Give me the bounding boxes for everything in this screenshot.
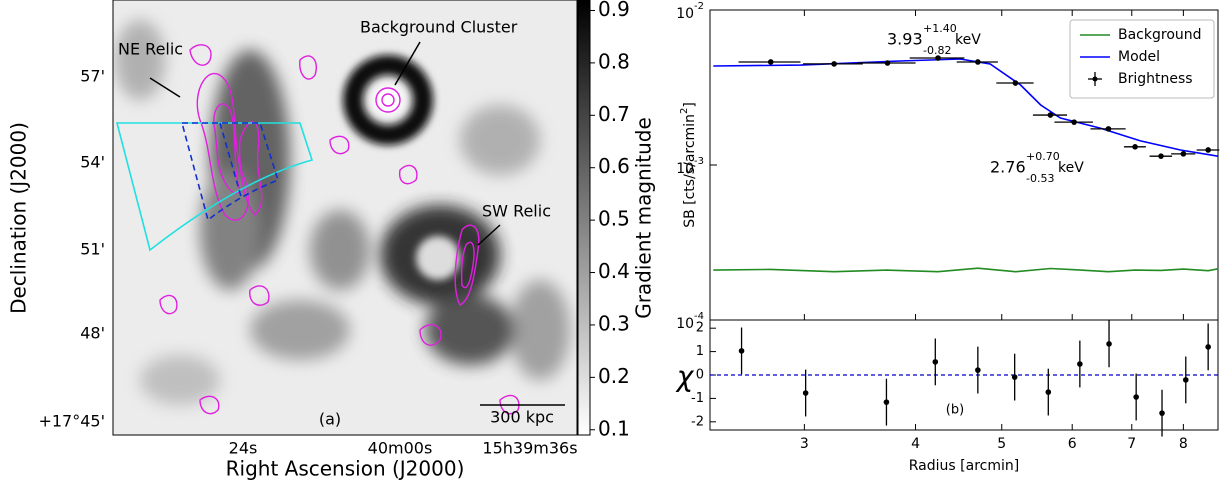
data-point [831, 61, 837, 67]
data-point [1012, 80, 1019, 86]
annotation: (a) [319, 410, 341, 429]
annotation: SW Relic [482, 202, 551, 221]
x-tick-label: 6 [1068, 436, 1077, 452]
y-axis-label: Declination (J2000) [7, 122, 31, 314]
y-tick-label: -2 [691, 414, 704, 429]
colorbar-tick-label: 0.3 [598, 311, 630, 335]
y-tick-label: 10-4 [676, 311, 704, 332]
data-point [738, 348, 745, 354]
x-axis-label: Right Ascension (J2000) [226, 457, 465, 481]
temperature-unit: keV [1058, 160, 1084, 176]
series-line [713, 267, 1219, 273]
data-point [975, 367, 981, 373]
data-point [1158, 153, 1164, 159]
x-axis-label: Radius [arcmin] [909, 458, 1019, 474]
x-tick-label: 7 [1127, 436, 1136, 452]
y-tick-label: 57' [80, 67, 105, 86]
y-tick-label: 2 [696, 321, 704, 336]
colorbar-tick-label: 0.6 [598, 154, 630, 178]
data-point [1205, 344, 1211, 350]
temperature-value: 2.76 [990, 158, 1026, 177]
legend-label: Model [1118, 49, 1160, 65]
x-tick-label: 24s [229, 439, 258, 458]
annotation: 300 kpc [490, 408, 554, 427]
colorbar [577, 0, 591, 436]
annotation: Background Cluster [360, 18, 518, 37]
colorbar-tick-label: 0.1 [598, 416, 630, 440]
colorbar-tick-label: 0.9 [598, 0, 630, 21]
y-axis-label-part: ] [682, 102, 698, 107]
temperature-value: 3.93 [887, 30, 923, 49]
x-tick-label: 4 [911, 436, 920, 452]
data-point [1133, 394, 1139, 400]
data-point [884, 60, 891, 66]
y-tick-label: -1 [691, 391, 704, 406]
x-tick-label: 40m00s [368, 439, 433, 458]
colorbar-tick-label: 0.8 [598, 49, 630, 73]
data-point [1159, 410, 1165, 416]
y-axis-label-part: 2 [679, 108, 690, 114]
data-point [1105, 126, 1112, 132]
colorbar-tick-label: 0.7 [598, 102, 630, 126]
data-point [1182, 377, 1189, 383]
gradient-image [113, 0, 577, 435]
y-tick-label: 54' [80, 153, 105, 172]
data-point [1047, 112, 1054, 118]
data-point [1077, 361, 1083, 367]
y-axis-label: SB [cts/s/arcmin2] [679, 102, 698, 228]
data-point [802, 390, 809, 396]
y-axis-label-part: SB [cts/s/arcmin [682, 114, 698, 228]
y-tick-label: 10-3 [676, 156, 704, 177]
data-point [1045, 389, 1052, 395]
temperature-upper: +1.40 [923, 22, 957, 35]
data-point [883, 399, 890, 405]
colorbar-tick-label: 0.5 [598, 207, 630, 231]
annotation: (b) [946, 403, 964, 418]
data-point [1106, 341, 1112, 347]
data-point [1205, 147, 1211, 153]
colorbar-label: Gradient magnitude [632, 117, 656, 319]
data-point [1180, 151, 1187, 157]
colorbar-tick-label: 0.4 [598, 259, 630, 283]
x-tick-label: 5 [997, 436, 1006, 452]
data-point [767, 59, 774, 65]
data-point [975, 59, 981, 65]
y-tick-label: +17°45' [38, 412, 105, 431]
legend-box [1069, 19, 1215, 99]
data-point [935, 55, 941, 61]
data-point [1071, 119, 1077, 125]
x-tick-label: 15h39m36s [482, 439, 577, 458]
y-tick-label: 48' [80, 324, 105, 343]
legend-swatch [1092, 76, 1098, 82]
annotation: NE Relic [118, 40, 183, 59]
y-tick-label: 51' [80, 240, 105, 259]
data-point [932, 359, 939, 365]
temperature-unit: keV [955, 32, 981, 48]
colorbar-tick-label: 0.2 [598, 364, 630, 388]
temperature-lower: -0.82 [923, 44, 951, 57]
series-line [713, 58, 1219, 157]
temperature-lower: -0.53 [1026, 172, 1054, 185]
data-point [1132, 144, 1138, 150]
image-frame [112, 0, 578, 436]
legend-label: Brightness [1118, 71, 1193, 87]
legend-label: Background [1118, 27, 1202, 43]
data-point [1011, 374, 1018, 380]
y-tick-label: 1 [696, 344, 704, 359]
y-tick-label: 10-2 [676, 1, 704, 22]
x-tick-label: 3 [800, 436, 809, 452]
temperature-upper: +0.70 [1026, 150, 1060, 163]
y-tick-label: 0 [696, 368, 704, 383]
y-axis-label: χ [675, 360, 695, 393]
x-tick-label: 8 [1179, 436, 1188, 452]
